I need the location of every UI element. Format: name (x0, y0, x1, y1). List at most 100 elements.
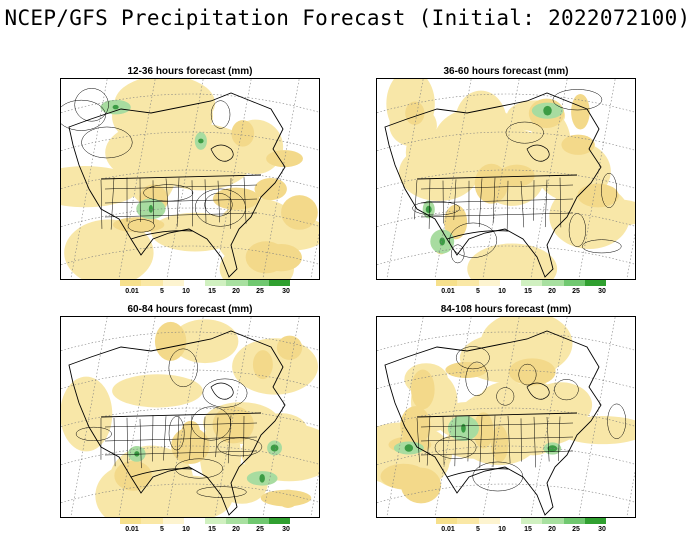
legend-color-bar (120, 280, 290, 286)
legend-swatch (226, 518, 248, 524)
legend-tick-label: 0.01 (125, 288, 139, 295)
precip-map (60, 316, 320, 518)
legend-swatch (521, 280, 543, 286)
legend-color-bar (436, 280, 606, 286)
precip-heavy-area (422, 102, 564, 254)
panel-title: 36-60 hours forecast (mm) (443, 66, 569, 77)
legend-tick-label: 30 (598, 288, 606, 295)
legend-swatch (141, 280, 163, 286)
color-legend: 0.01 5 10 15 20 25 30 (426, 518, 636, 540)
precip-contours (61, 88, 246, 233)
legend-tick-label: 20 (548, 526, 556, 533)
legend-swatch (268, 518, 290, 524)
panel-title: 84-108 hours forecast (mm) (440, 304, 572, 315)
color-legend: 0.01 5 10 15 20 25 30 (110, 518, 320, 540)
forecast-panel-60-84: 60-84 hours forecast (mm) 0.01 5 10 15 20 25 3… (60, 304, 320, 544)
precip-contours (75, 348, 263, 498)
legend-swatch (205, 280, 227, 286)
forecast-panel-36-60: 36-60 hours forecast (mm) 0.01 5 10 15 20 25 3… (376, 66, 636, 306)
legend-swatch (436, 518, 458, 524)
precip-contours (434, 346, 627, 492)
legend-swatch (183, 280, 205, 286)
legend-swatch (457, 280, 479, 286)
graticule (61, 317, 319, 517)
legend-swatch (478, 280, 500, 286)
legend-swatch (584, 518, 606, 524)
graticule (61, 79, 319, 279)
legend-tick-label: 20 (548, 288, 556, 295)
legend-swatch (183, 518, 205, 524)
precip-mid-area (112, 120, 318, 274)
legend-swatch (542, 518, 564, 524)
map-canvas (377, 79, 635, 279)
precip-light-area (61, 79, 319, 279)
legend-swatch (478, 518, 500, 524)
legend-tick-label: 30 (282, 526, 290, 533)
legend-tick-label: 0.01 (125, 526, 139, 533)
precip-map (376, 78, 636, 280)
panel-title: 60-84 hours forecast (mm) (127, 304, 253, 315)
legend-tick-label: 15 (208, 526, 216, 533)
legend-tick-label: 10 (182, 526, 190, 533)
legend-tick-label: 10 (498, 526, 506, 533)
legend-tick-label: 15 (524, 288, 532, 295)
coastlines-borders (68, 330, 286, 516)
precip-contours (412, 89, 622, 264)
coastlines-borders (68, 92, 286, 278)
legend-tick-label: 10 (182, 288, 190, 295)
legend-color-bar (436, 518, 606, 524)
legend-swatch (584, 280, 606, 286)
precip-light-area (377, 317, 635, 491)
legend-tick-label: 5 (160, 526, 164, 533)
legend-swatch (499, 280, 521, 286)
main-title: NCEP/GFS Precipitation Forecast (Initial… (4, 6, 691, 30)
precip-map (60, 78, 320, 280)
legend-swatch (563, 518, 585, 524)
map-canvas (61, 317, 319, 517)
legend-tick-label: 15 (208, 288, 216, 295)
graticule (377, 79, 635, 279)
coastlines-borders (384, 92, 602, 278)
legend-swatch (205, 518, 227, 524)
legend-swatch (563, 280, 585, 286)
forecast-panel-84-108: 84-108 hours forecast (mm) 0.01 5 10 15 20 25… (376, 304, 636, 544)
legend-labels: 0.01 5 10 15 20 25 30 (426, 526, 636, 536)
legend-swatch (162, 280, 184, 286)
precip-heavy-area (100, 99, 207, 220)
legend-swatch (521, 518, 543, 524)
map-canvas (377, 317, 635, 517)
legend-color-bar (120, 518, 290, 524)
panel-title: 12-36 hours forecast (mm) (127, 66, 253, 77)
color-legend: 0.01 5 10 15 20 25 30 (110, 280, 320, 302)
legend-swatch (542, 280, 564, 286)
legend-tick-label: 15 (524, 526, 532, 533)
legend-tick-label: 30 (598, 526, 606, 533)
legend-tick-label: 20 (232, 288, 240, 295)
legend-tick-label: 0.01 (441, 288, 455, 295)
legend-swatch (247, 280, 269, 286)
legend-labels: 0.01 5 10 15 20 25 30 (110, 526, 320, 536)
legend-swatch (247, 518, 269, 524)
legend-labels: 0.01 5 10 15 20 25 30 (426, 288, 636, 298)
legend-swatch (499, 518, 521, 524)
legend-swatch (436, 280, 458, 286)
legend-swatch (120, 280, 142, 286)
forecast-panel-12-36: 12-36 hours forecast (mm) 0.01 5 10 15 20 25 3… (60, 66, 320, 306)
legend-tick-label: 25 (256, 526, 264, 533)
coastlines-borders (384, 330, 602, 516)
legend-swatch (162, 518, 184, 524)
legend-swatch (141, 518, 163, 524)
legend-tick-label: 5 (476, 288, 480, 295)
legend-tick-label: 25 (572, 526, 580, 533)
legend-swatch (120, 518, 142, 524)
legend-tick-label: 20 (232, 526, 240, 533)
legend-tick-label: 0.01 (441, 526, 455, 533)
legend-swatch (226, 280, 248, 286)
legend-tick-label: 5 (160, 288, 164, 295)
legend-tick-label: 30 (282, 288, 290, 295)
map-canvas (61, 79, 319, 279)
legend-tick-label: 25 (256, 288, 264, 295)
graticule (377, 317, 635, 517)
legend-tick-label: 25 (572, 288, 580, 295)
legend-labels: 0.01 5 10 15 20 25 30 (110, 288, 320, 298)
